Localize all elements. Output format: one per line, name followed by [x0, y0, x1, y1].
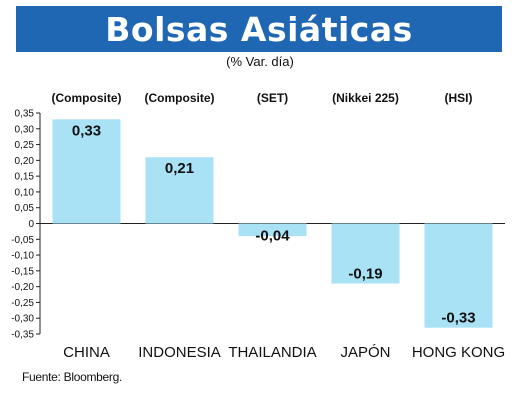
- index-label: (SET): [257, 91, 288, 105]
- category-label: THAILANDIA: [228, 344, 316, 361]
- bar: [331, 223, 400, 284]
- y-tick-label: -0,05: [11, 235, 34, 246]
- data-label: -0,33: [441, 310, 475, 327]
- category-label: CHINA: [63, 344, 110, 361]
- data-label: 0,21: [165, 160, 194, 177]
- y-tick-label: 0,25: [15, 140, 35, 151]
- y-tick-label: 0,10: [15, 187, 35, 198]
- y-tick-label: 0,05: [15, 203, 35, 214]
- y-tick-label: 0,30: [15, 124, 35, 135]
- category-label: INDONESIA: [138, 344, 221, 361]
- index-label: (Nikkei 225): [332, 91, 399, 105]
- chart-subtitle: (% Var. día): [226, 54, 294, 69]
- bars: [52, 119, 493, 328]
- bar: [52, 119, 121, 224]
- y-tick-label: 0: [28, 219, 34, 230]
- data-label: 0,33: [72, 122, 101, 139]
- category-label: JAPÓN: [340, 344, 390, 361]
- chart-title: Bolsas Asiáticas: [105, 9, 413, 49]
- y-tick-label: 0,15: [15, 172, 35, 183]
- data-label: -0,04: [255, 228, 290, 245]
- source-note: Fuente: Bloomberg.: [22, 370, 122, 384]
- index-label: (HSI): [445, 91, 473, 105]
- y-tick-label: -0,15: [11, 266, 34, 277]
- index-label: (Composite): [145, 91, 215, 105]
- y-tick-label: 0,20: [15, 156, 35, 167]
- y-tick-label: -0,35: [11, 330, 34, 341]
- title-banner: Bolsas Asiáticas: [16, 6, 502, 52]
- category-label: HONG KONG: [412, 344, 505, 361]
- bar: [424, 223, 493, 328]
- chart-labels: 0,33 (Composite) CHINA 0,21 (Composite) INDON…: [52, 91, 506, 361]
- data-label: -0,19: [348, 265, 382, 282]
- index-label: (Composite): [52, 91, 122, 105]
- y-tick-label: 0,35: [15, 109, 35, 120]
- y-tick-label: -0,25: [11, 298, 34, 309]
- y-tick-label: -0,10: [11, 251, 34, 262]
- bar: [238, 223, 307, 237]
- y-tick-label: -0,30: [11, 314, 34, 325]
- bar: [145, 157, 214, 224]
- y-tick-label: -0,20: [11, 282, 34, 293]
- y-axis: 0,35 0,30 0,25 0,20 0,15 0,10 0,05 0 -0,05 -0,10 -…: [11, 109, 505, 341]
